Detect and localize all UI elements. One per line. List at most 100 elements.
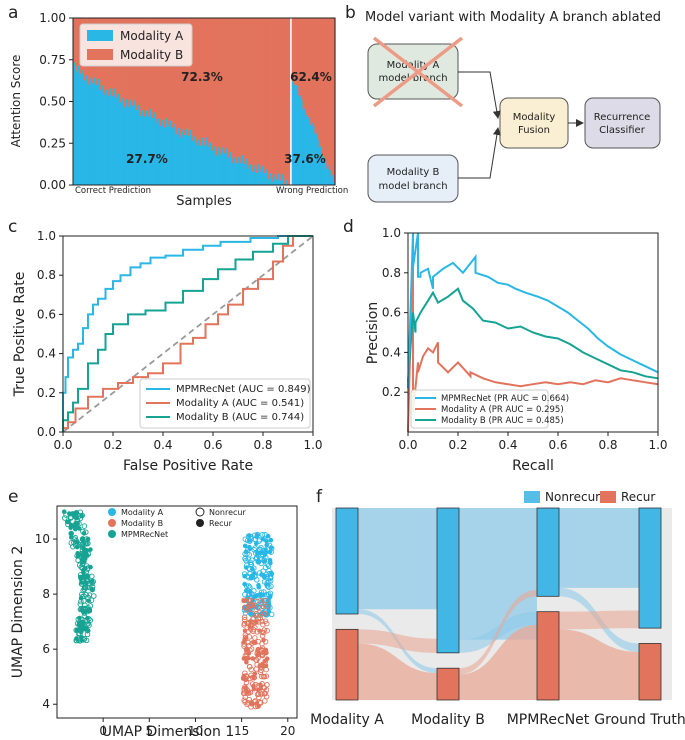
bar-segment-modality-a — [202, 140, 205, 185]
bar-segment-modality-a — [223, 152, 226, 185]
bar-segment-modality-a — [198, 139, 201, 185]
curve-modality — [407, 242, 659, 433]
bar-segment-modality-b — [259, 18, 261, 169]
panel-f: f Nonrecur Recur Modality A Modality B M… — [310, 487, 685, 728]
y-tick-label: 4 — [42, 697, 50, 711]
bar-segment-modality-a — [124, 103, 127, 185]
umap-point-modality-b — [253, 666, 260, 672]
bar-segment-modality-b — [247, 18, 249, 166]
bar-segment-modality-a — [249, 164, 252, 185]
bar-segment-modality-a — [97, 79, 100, 185]
bar-segment-modality-a — [211, 150, 214, 185]
umap-point-modality-b — [262, 638, 269, 645]
bar-segment-modality-a — [296, 85, 298, 185]
x-tick-label: 0 — [99, 724, 107, 738]
bar-segment-modality-b — [205, 18, 207, 142]
umap-point-modality-a — [264, 583, 271, 589]
bar-segment-modality-b — [302, 18, 305, 110]
bar-segment-modality-b — [222, 18, 225, 147]
bar-segment-modality-a — [167, 123, 169, 185]
umap-point-modality-b — [245, 690, 252, 696]
x-tick-label: 0.6 — [548, 438, 567, 452]
bar-segment-modality-a — [74, 62, 76, 186]
bar-segment-modality-b — [288, 18, 291, 185]
bar-segment-modality-a — [244, 164, 246, 185]
bar-segment-modality-a — [200, 144, 203, 185]
bar-segment-modality-a — [224, 153, 227, 185]
umap-point-mpmrecnet — [74, 517, 81, 524]
bar-segment-modality-b — [157, 18, 160, 119]
node-modality-b-line1: Modality B — [387, 167, 440, 178]
bar-segment-modality-a — [113, 91, 115, 185]
bar-segment-modality-a — [210, 142, 213, 185]
bar-segment-modality-a — [298, 95, 300, 185]
umap-point-modality-b — [262, 618, 269, 624]
bar-segment-modality-b — [323, 18, 325, 161]
bar-segment-modality-b — [324, 18, 326, 158]
umap-point-modality-b — [253, 610, 260, 617]
bar-segment-modality-b — [212, 18, 215, 152]
umap-point-mpmrecnet — [89, 586, 96, 593]
bar-segment-modality-b — [297, 18, 299, 87]
bar-segment-modality-a — [188, 134, 191, 185]
bar-segment-modality-a — [175, 134, 178, 185]
panel-letter-f: f — [316, 487, 323, 507]
bar-segment-modality-a — [302, 109, 305, 185]
umap-point-modality-b — [248, 666, 254, 673]
bar-segment-modality-b — [165, 18, 167, 124]
bar-segment-modality-a — [114, 88, 116, 185]
umap-point-modality-b — [251, 640, 256, 645]
sankey-node-recur-mpmrecnet — [536, 611, 560, 701]
node-fusion-line2: Fusion — [518, 125, 550, 136]
y-tick-label: 0.4 — [382, 345, 401, 359]
umap-point-modality-a — [252, 572, 258, 579]
bar-segment-modality-a — [246, 158, 248, 185]
bar-segment-modality-b — [271, 18, 273, 179]
x-tick-label: 0.4 — [153, 438, 172, 452]
bar-segment-modality-a — [215, 155, 218, 185]
bar-segment-modality-a — [303, 109, 306, 185]
umap-point-modality-a — [247, 538, 253, 543]
bar-segment-modality-a — [152, 118, 154, 185]
bar-segment-modality-b — [184, 18, 187, 136]
bar-segment-modality-b — [174, 18, 177, 128]
bar-segment-modality-a — [264, 173, 267, 185]
umap-point-modality-b — [251, 686, 257, 692]
bar-segment-modality-b — [219, 18, 221, 152]
bar-segment-modality-b — [260, 18, 262, 172]
bar-segment-modality-b — [236, 18, 239, 164]
bar-segment-modality-a — [259, 168, 261, 185]
bar-segment-modality-a — [250, 164, 253, 185]
bar-segment-modality-b — [74, 18, 76, 63]
bar-segment-modality-b — [211, 18, 214, 151]
umap-point-modality-a — [267, 590, 274, 596]
legend-box-c — [139, 378, 311, 429]
bar-segment-modality-b — [262, 18, 265, 166]
umap-point-modality-a — [262, 564, 269, 571]
bar-segment-modality-a — [319, 146, 322, 185]
bar-segment-modality-a — [271, 178, 273, 185]
bar-segment-modality-b — [223, 18, 226, 153]
bar-segment-modality-a — [158, 118, 161, 185]
ticks-d: 0.0 0.2 0.4 0.6 0.8 1.0 0.2 0.4 0.6 0.8 1.0 — [382, 226, 668, 452]
bar-segment-modality-b — [192, 18, 194, 141]
umap-point-modality-b — [257, 598, 264, 604]
bar-segment-modality-a — [102, 85, 104, 185]
bar-segment-modality-b — [160, 18, 163, 126]
umap-point-modality-b — [242, 684, 248, 690]
node-modality-a-line2: model branch — [378, 73, 447, 84]
bar-segment-modality-b — [143, 18, 146, 116]
bar-segment-modality-a — [291, 81, 294, 185]
bar-segment-modality-a — [324, 157, 326, 185]
bar-segment-modality-b — [170, 18, 173, 121]
bar-segment-modality-b — [144, 18, 147, 118]
legend-a: Modality A Modality B — [79, 23, 193, 67]
bar-segment-modality-a — [275, 179, 278, 185]
bar-segment-modality-b — [316, 18, 319, 133]
bar-segment-modality-b — [329, 18, 332, 171]
umap-point-modality-b — [250, 656, 255, 661]
bar-segment-modality-b — [317, 18, 320, 140]
bar-segment-modality-b — [270, 18, 272, 174]
bar-segment-modality-a — [157, 118, 160, 185]
bar-segment-modality-a — [235, 162, 238, 185]
